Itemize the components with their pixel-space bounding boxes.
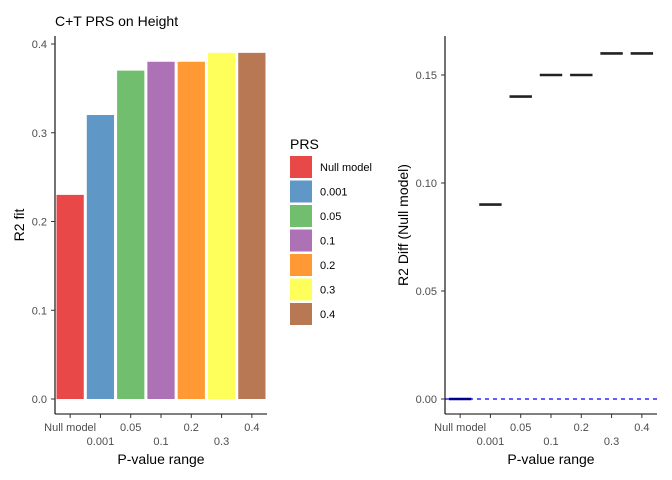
right-y-axis-title: R2 Diff (Null model) [395, 164, 411, 286]
legend-label-null-model: Null model [320, 162, 372, 174]
left-y-ticks: 0.0 0.1 0.2 0.3 0.4 [32, 39, 55, 406]
right-x-tick-label: 0.05 [510, 422, 531, 434]
left-x-tick-label: 0.05 [120, 422, 141, 434]
bar-0-4 [238, 52, 266, 399]
left-x-tick-label: 0.3 [214, 436, 229, 448]
left-x-tick-label: 0.2 [184, 422, 199, 434]
bar-0-2 [177, 61, 205, 399]
left-y-tick-label: 0.1 [32, 305, 47, 317]
left-x-tick-label: 0.1 [153, 436, 168, 448]
bar-chart-bars [56, 52, 266, 399]
left-x-axis-title: P-value range [117, 451, 204, 467]
right-y-ticks: 0.00 0.05 0.10 0.15 [416, 70, 445, 406]
legend-key-0-4 [290, 303, 312, 325]
left-x-tick-label: Null model [44, 422, 96, 434]
left-y-tick-label: 0.2 [32, 217, 47, 229]
left-x-ticks: Null model 0.001 0.05 0.1 0.2 0.3 0.4 [44, 414, 260, 448]
left-x-tick-label: 0.001 [87, 436, 115, 448]
legend-key-0-1 [290, 229, 312, 252]
legend-key-0-05 [290, 205, 312, 227]
bar-0-05 [117, 70, 145, 399]
legend-label-0-3: 0.3 [320, 285, 335, 297]
legend-key-0-3 [290, 278, 312, 301]
right-x-tick-label: 0.1 [543, 436, 558, 448]
bar-0-001 [86, 115, 115, 399]
left-y-tick-label: 0.3 [32, 128, 47, 140]
bar-null-model [56, 194, 84, 399]
right-y-tick-label: 0.00 [416, 394, 437, 406]
right-x-tick-label: Null model [434, 422, 486, 434]
right-y-tick-label: 0.15 [416, 70, 437, 82]
legend-title: PRS [290, 136, 319, 152]
legend-label-0-2: 0.2 [320, 260, 335, 272]
right-x-tick-label: 0.3 [604, 436, 619, 448]
left-y-tick-label: 0.0 [32, 394, 47, 406]
legend-key-null-model [290, 156, 312, 178]
right-y-tick-label: 0.10 [416, 178, 437, 190]
bar-0-1 [147, 61, 175, 399]
legend-label-0-001: 0.001 [320, 187, 348, 199]
legend-label-0-1: 0.1 [320, 236, 335, 248]
legend-label-0-4: 0.4 [320, 309, 335, 321]
bar-0-3 [207, 52, 236, 399]
right-x-tick-label: 0.4 [634, 422, 649, 434]
left-y-axis-title: R2 fit [11, 209, 27, 242]
legend: Null model 0.001 0.05 0.1 0.2 0.3 0.4 [290, 156, 372, 325]
legend-key-0-001 [290, 180, 312, 203]
chart-title: C+T PRS on Height [55, 13, 178, 29]
legend-label-0-05: 0.05 [320, 211, 341, 223]
legend-key-0-2 [290, 254, 312, 276]
crossbar-marks [448, 52, 654, 401]
left-y-tick-label: 0.4 [32, 39, 47, 51]
right-x-tick-label: 0.2 [574, 422, 589, 434]
right-x-tick-label: 0.001 [477, 436, 505, 448]
right-x-axis-title: P-value range [507, 451, 594, 467]
right-y-tick-label: 0.05 [416, 286, 437, 298]
left-x-tick-label: 0.4 [244, 422, 259, 434]
right-x-ticks: Null model 0.001 0.05 0.1 0.2 0.3 0.4 [434, 414, 650, 448]
